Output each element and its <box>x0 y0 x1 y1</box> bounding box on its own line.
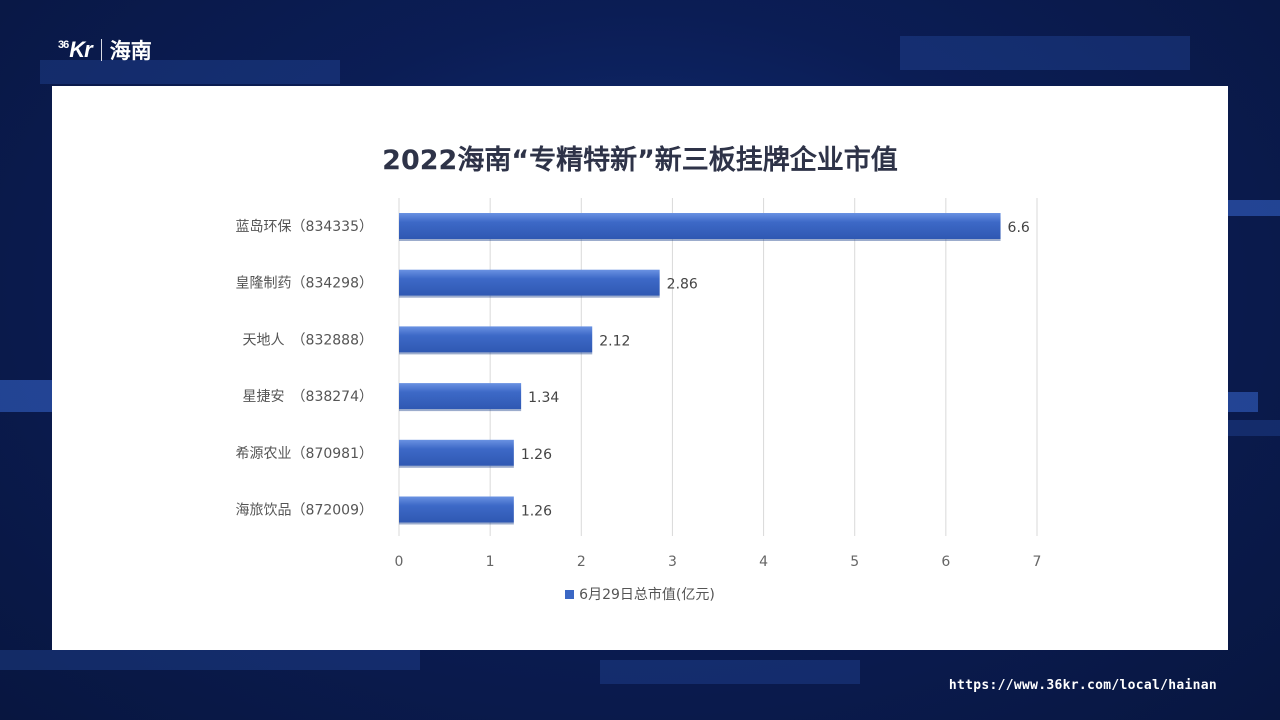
bar-chart: 0 1 2 3 4 5 6 7 蓝岛环保（834335） 6.6 皇隆制药（834298） 2.86 天… <box>236 198 1042 570</box>
chart-legend: 6月29日总市值(亿元) <box>52 584 1228 604</box>
bar <box>399 383 522 410</box>
category-label: 星捷安 （838274） <box>243 389 373 405</box>
legend-label: 6月29日总市值(亿元) <box>579 587 715 603</box>
chart-title: 2022海南“专精特新”新三板挂牌企业市值 <box>382 145 898 176</box>
legend-swatch <box>565 589 575 599</box>
logo-region: 海南 <box>109 39 152 63</box>
chart-card: 2022海南“专精特新”新三板挂牌企业市值 0 1 2 3 4 5 6 7 蓝岛环保（83433… <box>52 86 1228 650</box>
data-label: 1.34 <box>528 390 559 406</box>
bar <box>399 496 514 523</box>
brand-logo: 36Kr 海南 <box>58 36 152 64</box>
data-label: 6.6 <box>1008 220 1030 236</box>
data-label: 2.12 <box>599 333 630 349</box>
bar <box>399 213 1001 239</box>
category-label: 天地人 （832888） <box>243 332 373 348</box>
bar <box>399 326 593 353</box>
bar <box>399 439 514 466</box>
category-label: 蓝岛环保（834335） <box>236 219 373 235</box>
bar-shadow <box>399 239 1001 241</box>
x-tick-label: 4 <box>759 554 768 570</box>
category-label: 希源农业（870981） <box>236 446 373 462</box>
category-label: 皇隆制药（834298） <box>236 276 373 292</box>
bar-shadow <box>399 465 514 468</box>
bar-shadow <box>399 295 660 298</box>
x-tick-label: 6 <box>941 554 950 570</box>
x-tick-label: 7 <box>1033 554 1042 570</box>
x-tick-label: 0 <box>395 554 404 570</box>
bar-shadow <box>399 522 514 525</box>
x-tick-label: 1 <box>486 554 495 570</box>
bar <box>399 269 660 296</box>
data-label: 1.26 <box>521 447 552 463</box>
category-label: 海旅饮品（872009） <box>236 503 373 519</box>
logo-divider <box>100 39 102 61</box>
source-url: https://www.36kr.com/local/hainan <box>948 678 1217 693</box>
x-tick-label: 3 <box>668 554 677 570</box>
bar-shadow <box>399 409 522 412</box>
data-label: 2.86 <box>667 277 698 293</box>
bar-shadow <box>399 352 593 355</box>
data-label: 1.26 <box>521 504 552 520</box>
logo-mark: 36Kr <box>58 37 93 62</box>
x-tick-label: 2 <box>577 554 586 570</box>
x-tick-label: 5 <box>850 554 859 570</box>
